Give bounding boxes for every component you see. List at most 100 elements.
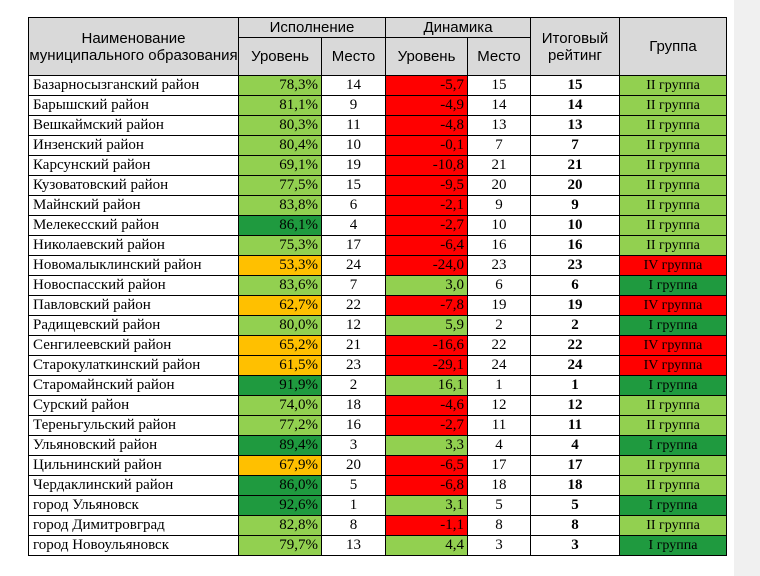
final-rating: 12 bbox=[530, 395, 620, 416]
dynamics-level: -6,5 bbox=[385, 455, 468, 476]
table-row: город Ульяновск 92,6% 1 3,1 5 5 I группа bbox=[28, 495, 727, 516]
table-row: Новомалыклинский район 53,3% 24 -24,0 23 23 IV… bbox=[28, 255, 727, 276]
dynamics-place: 17 bbox=[467, 455, 531, 476]
dynamics-level: -7,8 bbox=[385, 295, 468, 316]
municipality-name: Старокулаткинский район bbox=[28, 355, 239, 376]
dynamics-level: 3,3 bbox=[385, 435, 468, 456]
dynamics-place: 7 bbox=[467, 135, 531, 156]
table-body: Базарносызганский район 78,3% 14 -5,7 15 15 II… bbox=[28, 75, 727, 556]
execution-place: 17 bbox=[321, 235, 386, 256]
final-rating: 7 bbox=[530, 135, 620, 156]
table-row: Старомайнский район 91,9% 2 16,1 1 1 I группа bbox=[28, 375, 727, 396]
group-cell: IV группа bbox=[619, 255, 727, 276]
header-execution: Исполнение bbox=[238, 17, 386, 38]
final-rating: 8 bbox=[530, 515, 620, 536]
execution-level: 74,0% bbox=[238, 395, 322, 416]
municipality-name: Карсунский район bbox=[28, 155, 239, 176]
dynamics-place: 16 bbox=[467, 235, 531, 256]
municipality-name: Новоспасский район bbox=[28, 275, 239, 296]
dynamics-level: -9,5 bbox=[385, 175, 468, 196]
execution-place: 10 bbox=[321, 135, 386, 156]
final-rating: 23 bbox=[530, 255, 620, 276]
final-rating: 10 bbox=[530, 215, 620, 236]
group-cell: I группа bbox=[619, 275, 727, 296]
execution-level: 89,4% bbox=[238, 435, 322, 456]
group-cell: II группа bbox=[619, 135, 727, 156]
municipality-name: Тереньгульский район bbox=[28, 415, 239, 436]
table-row: Цильнинский район 67,9% 20 -6,5 17 17 II групп… bbox=[28, 455, 727, 476]
execution-place: 8 bbox=[321, 515, 386, 536]
group-cell: II группа bbox=[619, 95, 727, 116]
group-cell: II группа bbox=[619, 115, 727, 136]
dynamics-place: 13 bbox=[467, 115, 531, 136]
dynamics-level: -4,8 bbox=[385, 115, 468, 136]
group-cell: II группа bbox=[619, 195, 727, 216]
dynamics-place: 23 bbox=[467, 255, 531, 276]
table-row: Базарносызганский район 78,3% 14 -5,7 15 15 II… bbox=[28, 75, 727, 96]
dynamics-level: -1,1 bbox=[385, 515, 468, 536]
group-cell: II группа bbox=[619, 415, 727, 436]
final-rating: 19 bbox=[530, 295, 620, 316]
final-rating: 24 bbox=[530, 355, 620, 376]
execution-place: 19 bbox=[321, 155, 386, 176]
table-row: Старокулаткинский район 61,5% 23 -29,1 24 24 I… bbox=[28, 355, 727, 376]
rating-table: Наименование муниципального образования … bbox=[28, 17, 727, 556]
dynamics-place: 8 bbox=[467, 515, 531, 536]
final-rating: 16 bbox=[530, 235, 620, 256]
execution-place: 18 bbox=[321, 395, 386, 416]
final-rating: 11 bbox=[530, 415, 620, 436]
dynamics-place: 3 bbox=[467, 535, 531, 556]
execution-level: 77,2% bbox=[238, 415, 322, 436]
table-row: Майнский район 83,8% 6 -2,1 9 9 II группа bbox=[28, 195, 727, 216]
table-row: Сенгилеевский район 65,2% 21 -16,6 22 22 IV гр… bbox=[28, 335, 727, 356]
table-row: Тереньгульский район 77,2% 16 -2,7 11 11 II гр… bbox=[28, 415, 727, 436]
execution-place: 5 bbox=[321, 475, 386, 496]
group-cell: I группа bbox=[619, 495, 727, 516]
final-rating: 22 bbox=[530, 335, 620, 356]
dynamics-level: -10,8 bbox=[385, 155, 468, 176]
final-rating: 17 bbox=[530, 455, 620, 476]
dynamics-place: 18 bbox=[467, 475, 531, 496]
municipality-name: Вешкаймский район bbox=[28, 115, 239, 136]
execution-level: 83,6% bbox=[238, 275, 322, 296]
execution-level: 78,3% bbox=[238, 75, 322, 96]
execution-level: 81,1% bbox=[238, 95, 322, 116]
dynamics-level: -29,1 bbox=[385, 355, 468, 376]
execution-level: 91,9% bbox=[238, 375, 322, 396]
group-cell: IV группа bbox=[619, 295, 727, 316]
table-row: Чердаклинский район 86,0% 5 -6,8 18 18 II груп… bbox=[28, 475, 727, 496]
execution-place: 11 bbox=[321, 115, 386, 136]
group-cell: II группа bbox=[619, 175, 727, 196]
execution-place: 13 bbox=[321, 535, 386, 556]
dynamics-level: -2,7 bbox=[385, 215, 468, 236]
final-rating: 15 bbox=[530, 75, 620, 96]
header-municipality: Наименование муниципального образования bbox=[28, 17, 239, 76]
dynamics-level: -2,1 bbox=[385, 195, 468, 216]
final-rating: 14 bbox=[530, 95, 620, 116]
dynamics-place: 14 bbox=[467, 95, 531, 116]
final-rating: 9 bbox=[530, 195, 620, 216]
execution-level: 75,3% bbox=[238, 235, 322, 256]
final-rating: 2 bbox=[530, 315, 620, 336]
group-cell: II группа bbox=[619, 235, 727, 256]
execution-level: 79,7% bbox=[238, 535, 322, 556]
execution-place: 4 bbox=[321, 215, 386, 236]
dynamics-level: 3,0 bbox=[385, 275, 468, 296]
final-rating: 4 bbox=[530, 435, 620, 456]
execution-place: 14 bbox=[321, 75, 386, 96]
header-execution-level: Уровень bbox=[238, 37, 322, 76]
execution-place: 20 bbox=[321, 455, 386, 476]
municipality-name: Барышский район bbox=[28, 95, 239, 116]
municipality-name: Ульяновский район bbox=[28, 435, 239, 456]
dynamics-level: -4,6 bbox=[385, 395, 468, 416]
dynamics-place: 1 bbox=[467, 375, 531, 396]
table-row: Николаевский район 75,3% 17 -6,4 16 16 II груп… bbox=[28, 235, 727, 256]
municipality-name: Майнский район bbox=[28, 195, 239, 216]
group-cell: II группа bbox=[619, 395, 727, 416]
dynamics-place: 10 bbox=[467, 215, 531, 236]
execution-level: 80,3% bbox=[238, 115, 322, 136]
table-row: Ульяновский район 89,4% 3 3,3 4 4 I группа bbox=[28, 435, 727, 456]
execution-level: 62,7% bbox=[238, 295, 322, 316]
group-cell: I группа bbox=[619, 315, 727, 336]
execution-place: 24 bbox=[321, 255, 386, 276]
